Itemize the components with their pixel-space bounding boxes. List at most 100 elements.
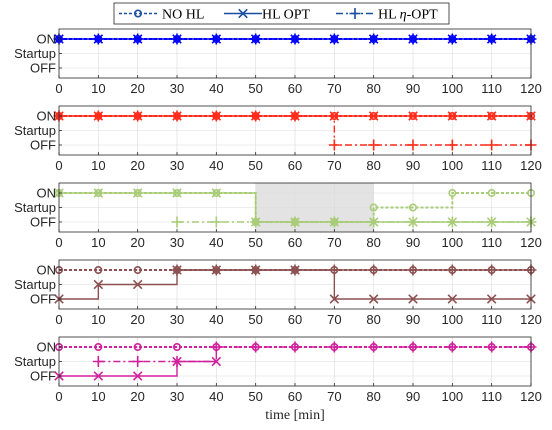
x-tick-label: 0 [55,389,62,404]
data-point-no-hl [408,203,417,212]
x-tick-label: 80 [366,235,380,250]
x-tick-label: 50 [248,158,262,173]
x-axis-label: time [min] [265,408,325,423]
data-point-no-hl [94,265,103,274]
data-point-no-hl [487,189,496,198]
x-tick-label: 0 [55,81,62,96]
x-tick-label: 70 [327,389,341,404]
x-tick-label: 100 [441,158,463,173]
data-point-no-hl [369,112,378,121]
legend-box [113,2,450,25]
x-tick-label: 110 [481,81,502,96]
data-point-hl-opt [368,294,379,304]
data-point-hl-eta-opt [92,33,104,45]
data-point-hl-eta-opt [210,264,222,276]
x-tick-label: 20 [130,81,144,96]
data-point-no-hl [448,189,457,198]
y-tick-label: Startup [14,354,56,369]
data-point-hl-opt [211,356,222,367]
x-tick-label: 20 [130,235,144,250]
x-tick-label: 40 [209,158,223,173]
data-point-hl-eta-opt [171,356,183,367]
x-tick-label: 120 [520,158,542,173]
data-point-hl-eta-opt [446,264,458,276]
data-point-hl-eta-opt [446,341,458,353]
legend-marker [238,8,248,19]
data-point-hl-opt [329,294,340,304]
x-tick-label: 50 [248,312,262,327]
series-line-hl-opt [59,269,531,300]
data-point-hl-eta-opt [132,33,144,45]
data-point-hl-opt [368,111,379,121]
data-point-hl-eta-opt [486,33,498,45]
x-tick-label: 40 [209,81,223,96]
legend-marker [349,8,361,19]
y-tick-label: ON [37,186,57,201]
data-point-no-hl [133,342,142,351]
x-tick-label: 90 [406,81,420,96]
x-tick-label: 30 [170,81,184,96]
data-point-hl-eta-opt [328,264,340,276]
data-point-hl-opt [486,294,497,304]
x-tick-label: 50 [248,81,262,96]
data-point-hl-eta-opt [210,33,222,45]
legend-marker [134,9,143,18]
data-point-hl-opt [408,294,418,304]
x-tick-label: 10 [91,235,105,250]
data-point-hl-eta-opt [446,216,458,228]
data-point-hl-eta-opt [486,216,498,228]
data-point-hl-eta-opt [289,264,301,276]
data-point-hl-eta-opt [368,33,380,45]
x-tick-label: 10 [91,389,105,404]
data-point-hl-eta-opt [368,139,380,151]
x-tick-label: 80 [366,312,380,327]
data-point-hl-eta-opt [446,139,458,151]
data-point-no-hl [173,189,182,198]
data-point-hl-eta-opt [210,110,222,122]
data-point-no-hl [330,112,339,121]
data-point-hl-eta-opt [407,33,419,45]
x-tick-label: 110 [481,235,502,250]
x-tick-label: 0 [55,312,62,327]
data-point-hl-eta-opt [250,264,262,276]
x-tick-label: 60 [288,389,302,404]
y-tick-label: Startup [14,200,56,215]
data-point-hl-opt [172,188,182,198]
data-point-hl-eta-opt [407,139,419,151]
data-point-hl-eta-opt [486,139,498,151]
y-tick-label: OFF [30,369,56,384]
legend: NO HL HL OPT HL η-OPT [113,2,450,25]
data-point-hl-eta-opt [328,216,340,228]
x-tick-label: 90 [406,389,420,404]
x-tick-label: 110 [481,389,502,404]
x-tick-label: 100 [441,235,463,250]
data-point-hl-opt [408,111,418,121]
data-point-no-hl [173,342,182,351]
data-point-hl-eta-opt [368,341,380,353]
y-tick-label: ON [37,340,57,355]
data-point-hl-eta-opt [289,110,301,122]
legend-entry-hl-eta-opt: HL η-OPT [336,8,438,23]
data-point-hl-opt [486,111,497,121]
x-tick-label: 40 [209,389,223,404]
x-tick-label: 70 [327,235,341,250]
data-point-hl-eta-opt [171,110,183,122]
legend-label: HL η-OPT [378,8,438,23]
data-point-hl-eta-opt [92,356,104,367]
data-point-hl-eta-opt [368,264,380,276]
data-point-hl-eta-opt [407,341,419,353]
series-line-hl-eta-opt [59,115,531,146]
data-point-hl-eta-opt [171,216,183,228]
x-tick-label: 30 [170,158,184,173]
x-tick-label: 100 [441,312,463,327]
data-point-no-hl [487,112,496,121]
data-point-no-hl [212,189,221,198]
data-point-no-hl [448,112,457,121]
x-tick-label: 0 [55,158,62,173]
x-tick-label: 30 [170,312,184,327]
x-tick-label: 90 [406,235,420,250]
data-point-hl-opt [447,294,458,304]
